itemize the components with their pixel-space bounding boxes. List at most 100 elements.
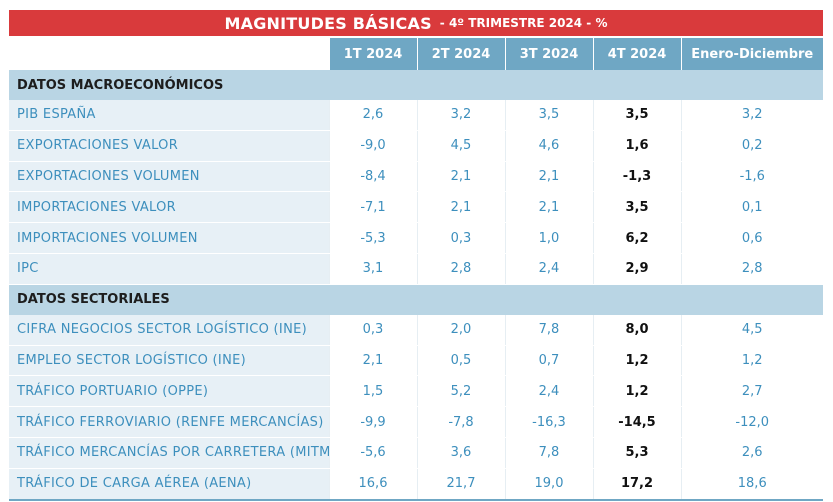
cell-value: 2,1 bbox=[504, 161, 593, 193]
cell-value-4t: 1,2 bbox=[592, 375, 681, 408]
row-label: TRÁFICO PORTUARIO (OPPE) bbox=[9, 375, 329, 408]
row-label: EXPORTACIONES VOLUMEN bbox=[9, 161, 329, 193]
cell-value: -7,1 bbox=[328, 191, 417, 224]
cell-value: 2,8 bbox=[416, 253, 505, 285]
table-row: TRÁFICO DE CARGA AÉREA (AENA) 16,6 21,7 19,… bbox=[9, 468, 823, 501]
cell-value-4t: 2,9 bbox=[592, 253, 681, 285]
cell-value: -1,6 bbox=[680, 161, 823, 193]
cell-value-4t: 3,5 bbox=[592, 100, 681, 131]
cell-value-4t: 1,2 bbox=[592, 345, 681, 377]
cell-value: 7,8 bbox=[504, 314, 593, 346]
cell-value: -5,6 bbox=[328, 437, 417, 469]
row-label: EXPORTACIONES VALOR bbox=[9, 130, 329, 162]
cell-value: 0,1 bbox=[680, 191, 823, 224]
cell-value: 2,7 bbox=[680, 375, 823, 408]
row-label: EMPLEO SECTOR LOGÍSTICO (INE) bbox=[9, 345, 329, 377]
col-header: 4T 2024 bbox=[593, 38, 682, 70]
table-row: EMPLEO SECTOR LOGÍSTICO (INE) 2,1 0,5 0,7 1,… bbox=[9, 345, 823, 377]
table-row: IMPORTACIONES VOLUMEN -5,3 0,3 1,0 6,2 0,6 bbox=[9, 222, 823, 254]
table-row: TRÁFICO MERCANCÍAS POR CARRETERA (MITMA)… bbox=[9, 437, 823, 469]
col-header: Enero-Diciembre bbox=[681, 38, 823, 70]
cell-value: 4,5 bbox=[416, 130, 505, 162]
col-header: 1T 2024 bbox=[329, 38, 418, 70]
section-title: DATOS MACROECONÓMICOS bbox=[9, 70, 823, 100]
cell-value: 3,6 bbox=[416, 437, 505, 469]
cell-value-4t: 8,0 bbox=[592, 314, 681, 346]
cell-value-4t: 6,2 bbox=[592, 222, 681, 254]
col-header: 3T 2024 bbox=[505, 38, 594, 70]
col-header: 2T 2024 bbox=[417, 38, 506, 70]
table-row: CIFRA NEGOCIOS SECTOR LOGÍSTICO (INE) 0,3… bbox=[9, 314, 823, 346]
row-label: IPC bbox=[9, 253, 329, 285]
cell-value: 3,2 bbox=[680, 100, 823, 131]
cell-value-4t: -14,5 bbox=[592, 406, 681, 438]
row-label: TRÁFICO DE CARGA AÉREA (AENA) bbox=[9, 468, 329, 501]
cell-value: 0,2 bbox=[680, 130, 823, 162]
table-row: IMPORTACIONES VALOR -7,1 2,1 2,1 3,5 0,1 bbox=[9, 191, 823, 224]
header-row: 1T 2024 2T 2024 3T 2024 4T 2024 Enero-Di… bbox=[9, 38, 823, 70]
cell-value-4t: -1,3 bbox=[592, 161, 681, 193]
title-main: MAGNITUDES BÁSICAS bbox=[224, 13, 432, 33]
cell-value: 4,6 bbox=[504, 130, 593, 162]
section-header-row: DATOS MACROECONÓMICOS bbox=[9, 70, 823, 100]
cell-value: 4,5 bbox=[680, 314, 823, 346]
cell-value: 0,3 bbox=[328, 314, 417, 346]
cell-value: 2,4 bbox=[504, 253, 593, 285]
cell-value: 7,8 bbox=[504, 437, 593, 469]
cell-value: 2,6 bbox=[328, 100, 417, 131]
cell-value: 1,2 bbox=[680, 345, 823, 377]
title-bar: MAGNITUDES BÁSICAS - 4º TRIMESTRE 2024 -… bbox=[9, 10, 823, 36]
cell-value: 2,1 bbox=[416, 161, 505, 193]
cell-value: 0,5 bbox=[416, 345, 505, 377]
cell-value: 21,7 bbox=[416, 468, 505, 501]
cell-value: 2,1 bbox=[504, 191, 593, 224]
cell-value: -7,8 bbox=[416, 406, 505, 438]
cell-value: 16,6 bbox=[328, 468, 417, 501]
cell-value: 3,1 bbox=[328, 253, 417, 285]
cell-value: -5,3 bbox=[328, 222, 417, 254]
cell-value: 0,6 bbox=[680, 222, 823, 254]
cell-value: 3,2 bbox=[416, 100, 505, 131]
section-title: DATOS SECTORIALES bbox=[9, 284, 823, 315]
cell-value: 2,0 bbox=[416, 314, 505, 346]
cell-value: -9,9 bbox=[328, 406, 417, 438]
cell-value: -16,3 bbox=[504, 406, 593, 438]
row-label: IMPORTACIONES VALOR bbox=[9, 191, 329, 224]
cell-value: 2,1 bbox=[416, 191, 505, 224]
cell-value: 2,6 bbox=[680, 437, 823, 469]
cell-value-4t: 3,5 bbox=[592, 191, 681, 224]
title-sub: - 4º TRIMESTRE 2024 - % bbox=[439, 16, 608, 30]
cell-value: 2,8 bbox=[680, 253, 823, 285]
cell-value: 19,0 bbox=[504, 468, 593, 501]
table-row: TRÁFICO PORTUARIO (OPPE) 1,5 5,2 2,4 1,2 2,7 bbox=[9, 375, 823, 408]
cell-value: 2,1 bbox=[328, 345, 417, 377]
cell-value: 18,6 bbox=[680, 468, 823, 501]
row-label: PIB ESPAÑA bbox=[9, 100, 329, 131]
cell-value: 0,7 bbox=[504, 345, 593, 377]
row-label: IMPORTACIONES VOLUMEN bbox=[9, 222, 329, 254]
row-label: TRÁFICO MERCANCÍAS POR CARRETERA (MITMA) bbox=[9, 437, 329, 469]
cell-value: 0,3 bbox=[416, 222, 505, 254]
cell-value: 3,5 bbox=[504, 100, 593, 131]
cell-value: 2,4 bbox=[504, 375, 593, 408]
cell-value: 1,5 bbox=[328, 375, 417, 408]
cell-value-4t: 17,2 bbox=[592, 468, 681, 501]
cell-value: -8,4 bbox=[328, 161, 417, 193]
cell-value: -12,0 bbox=[680, 406, 823, 438]
table-row: PIB ESPAÑA 2,6 3,2 3,5 3,5 3,2 bbox=[9, 100, 823, 131]
cell-value-4t: 1,6 bbox=[592, 130, 681, 162]
table-row: EXPORTACIONES VALOR -9,0 4,5 4,6 1,6 0,2 bbox=[9, 130, 823, 162]
cell-value: 1,0 bbox=[504, 222, 593, 254]
table-row: TRÁFICO FERROVIARIO (RENFE MERCANCÍAS) -9… bbox=[9, 406, 823, 438]
magnitudes-table: 1T 2024 2T 2024 3T 2024 4T 2024 Enero-Di… bbox=[9, 38, 823, 501]
row-label: TRÁFICO FERROVIARIO (RENFE MERCANCÍAS) bbox=[9, 406, 329, 438]
table-row: IPC 3,1 2,8 2,4 2,9 2,8 bbox=[9, 253, 823, 285]
table-row: EXPORTACIONES VOLUMEN -8,4 2,1 2,1 -1,3 -1,6 bbox=[9, 161, 823, 193]
row-label: CIFRA NEGOCIOS SECTOR LOGÍSTICO (INE) bbox=[9, 314, 329, 346]
cell-value-4t: 5,3 bbox=[592, 437, 681, 469]
cell-value: 5,2 bbox=[416, 375, 505, 408]
cell-value: -9,0 bbox=[328, 130, 417, 162]
section-header-row: DATOS SECTORIALES bbox=[9, 284, 823, 315]
header-blank bbox=[9, 38, 330, 70]
